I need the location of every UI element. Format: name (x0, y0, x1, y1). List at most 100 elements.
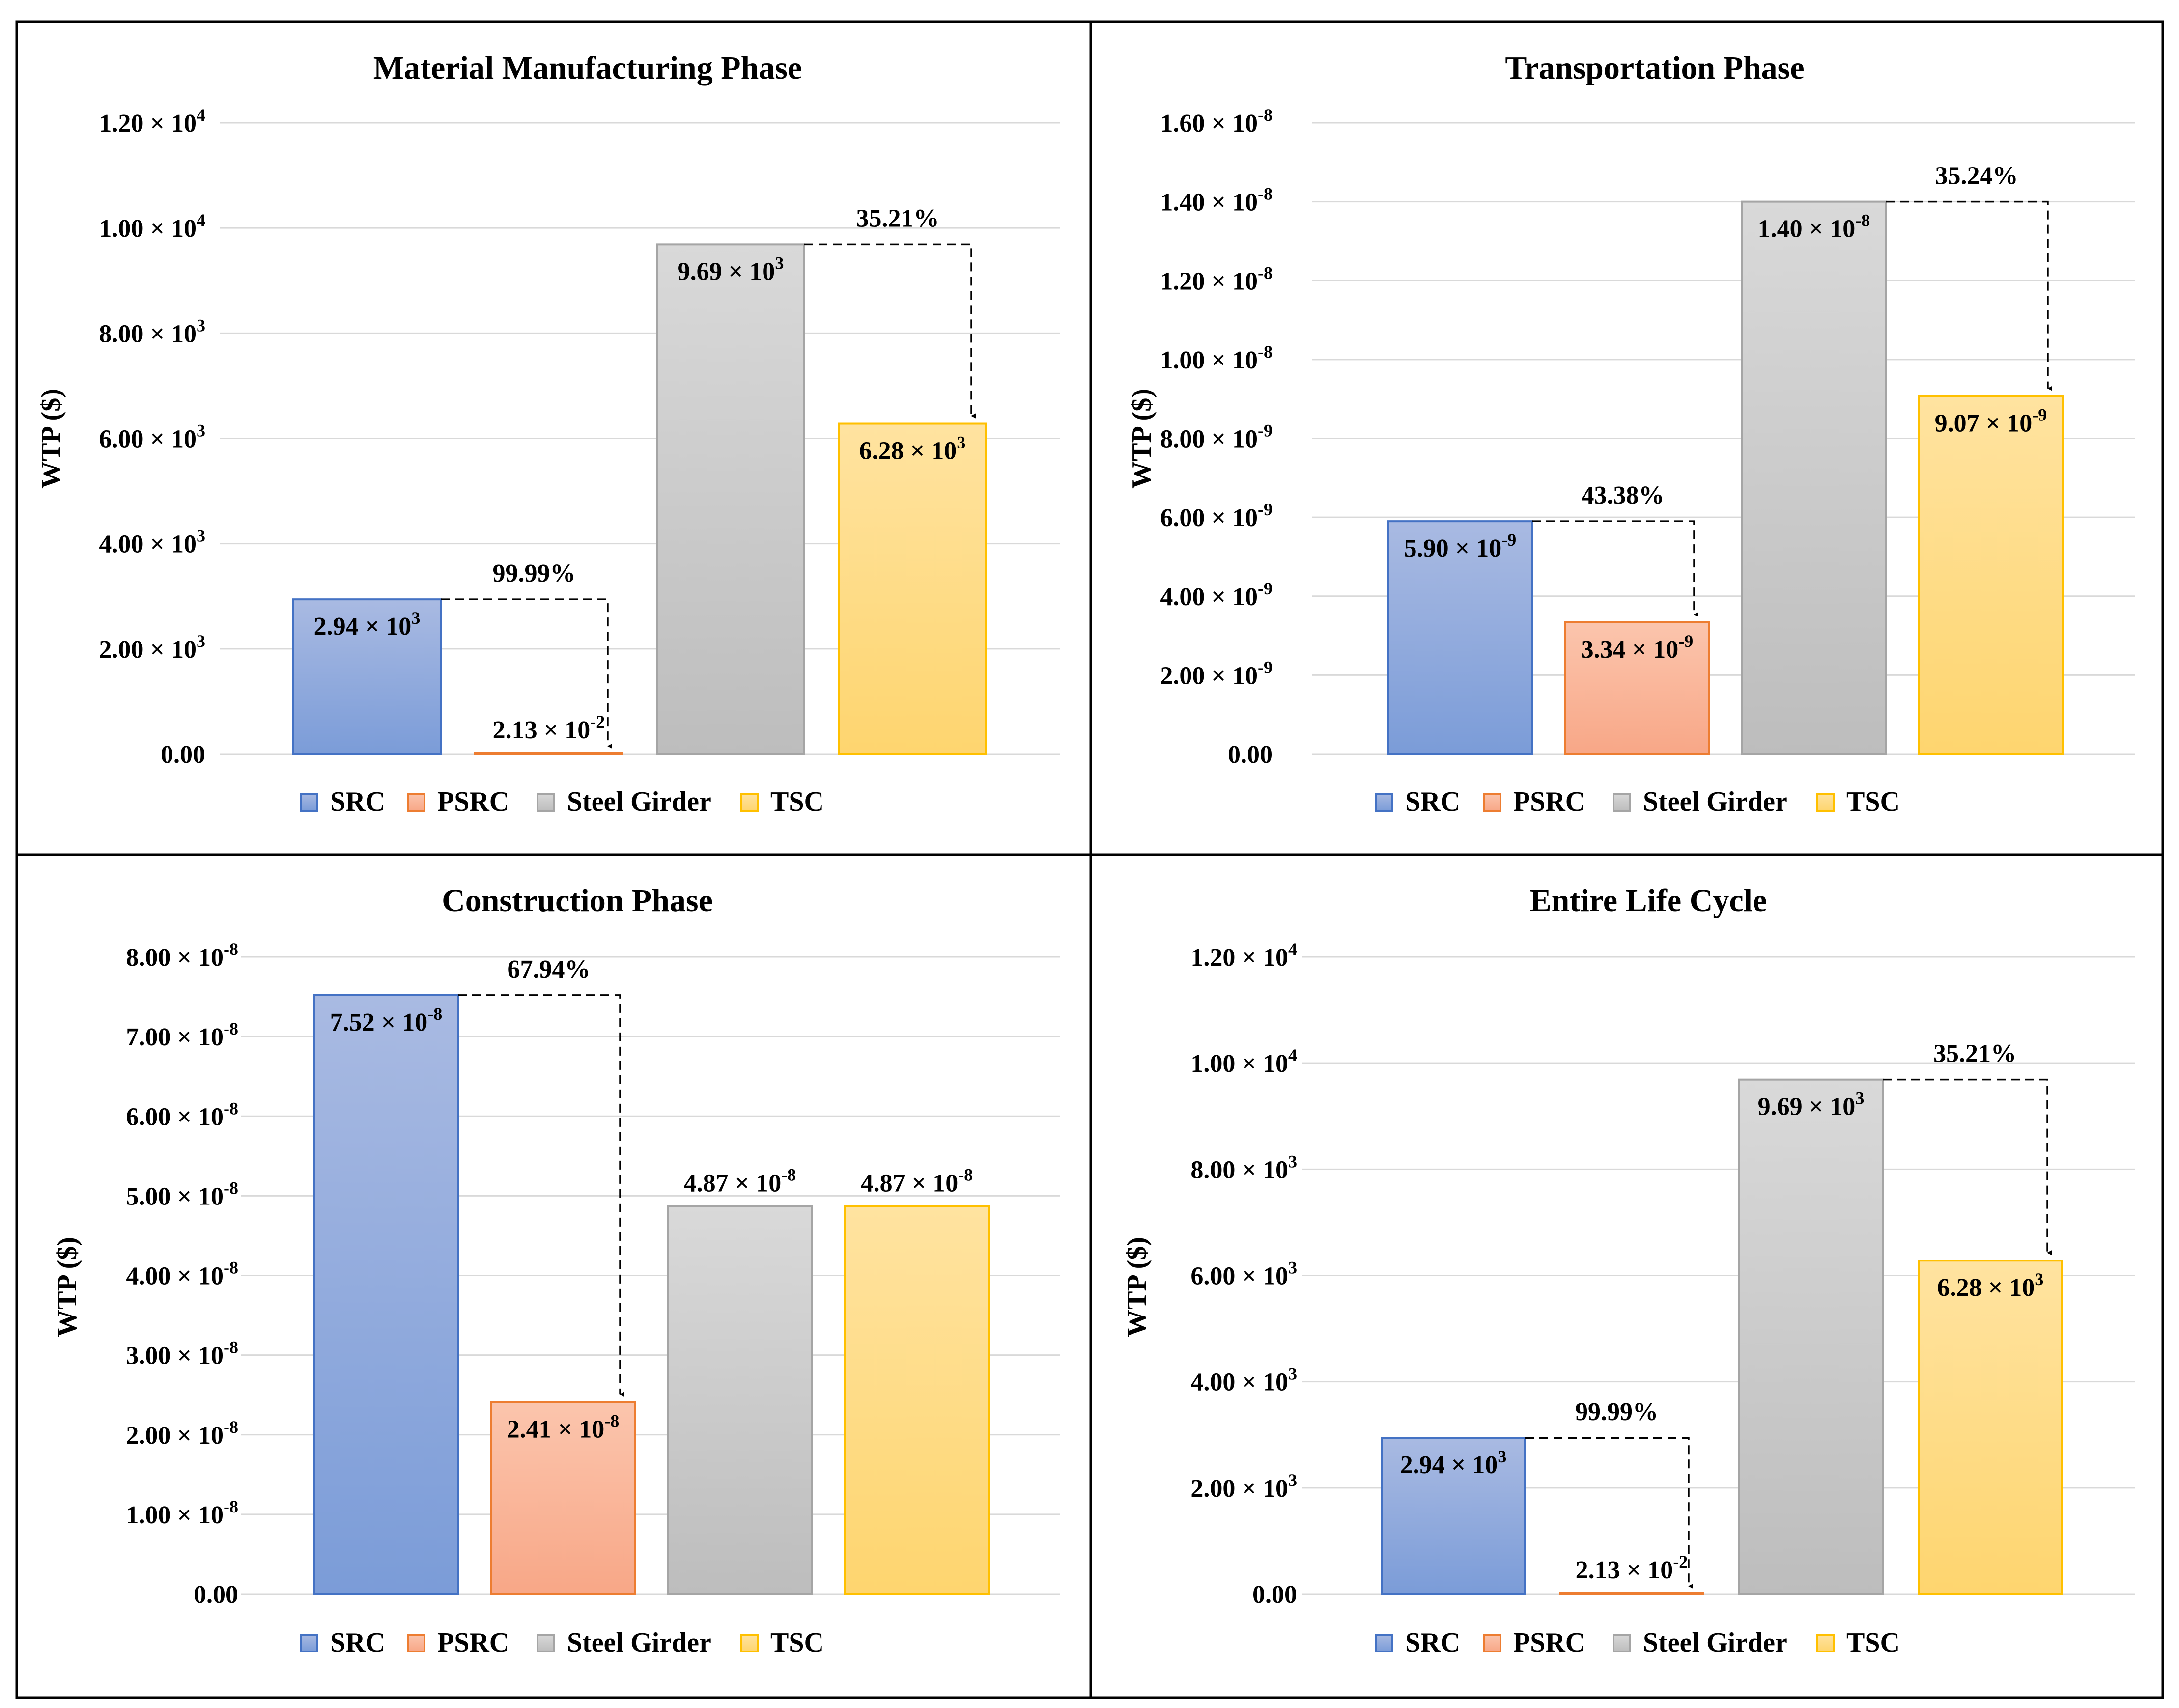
y-tick-label: 7.00 × 10-8 (126, 1019, 238, 1051)
legend-swatch (1613, 793, 1631, 812)
y-tick-label: 8.00 × 103 (99, 315, 205, 348)
legend-swatch (1816, 1634, 1835, 1652)
legend-swatch (1613, 1634, 1631, 1652)
bar-tsc (1918, 1260, 2063, 1595)
y-tick-label: 2.00 × 10-8 (126, 1417, 238, 1450)
legend: SRC PSRC Steel Girder TSC (300, 786, 824, 817)
y-tick-label: 8.00 × 10-9 (1160, 421, 1273, 453)
reduction-arrow (1886, 200, 2052, 391)
data-label: 9.69 × 103 (678, 253, 784, 285)
y-tick-label: 0.00 (194, 1581, 238, 1609)
legend-swatch (1375, 793, 1393, 812)
y-axis-label: WTP ($) (52, 1237, 83, 1337)
reduction-label: 67.94% (508, 955, 591, 983)
panel-frame (15, 20, 2164, 1699)
chart-title: Material Manufacturing Phase (373, 50, 802, 86)
legend: SRC PSRC Steel Girder TSC (1375, 786, 1900, 817)
y-tick-label: 1.20 × 10-8 (1160, 263, 1273, 295)
legend: SRC PSRC Steel Girder TSC (300, 1627, 824, 1658)
y-tick-label: 2.00 × 10-9 (1160, 657, 1273, 690)
y-tick-label: 6.00 × 10-8 (126, 1098, 238, 1131)
chart-panel-1: Material Manufacturing Phase 0.00 2.00 × 1… (36, 50, 1060, 817)
legend-entry: SRC (1405, 1627, 1460, 1658)
data-label: 7.52 × 10-8 (330, 1004, 443, 1036)
y-tick-label: 1.20 × 104 (99, 105, 205, 138)
y-tick-label: 3.00 × 10-8 (126, 1338, 238, 1370)
y-axis-label: WTP ($) (36, 389, 66, 489)
legend-entry: TSC (770, 786, 824, 817)
reduction-arrow (1532, 520, 1698, 617)
y-tick-label: 0.00 (1252, 1581, 1297, 1609)
y-tick-label: 8.00 × 10-8 (126, 939, 238, 972)
legend-entry: PSRC (437, 1627, 509, 1658)
data-label: 1.40 × 10-8 (1758, 211, 1870, 243)
bar-steel-girder (656, 243, 805, 755)
data-label: 3.34 × 10-9 (1581, 631, 1694, 664)
chart-panel-2: Transportation Phase 0.00 2.00 × 10-9 4.00 … (1127, 50, 2135, 817)
y-tick-label: 4.00 × 103 (99, 526, 205, 559)
legend: SRC PSRC Steel Girder TSC (1375, 1627, 1900, 1658)
y-tick-label: 1.60 × 10-8 (1160, 105, 1273, 138)
data-label: 2.94 × 103 (1400, 1447, 1507, 1479)
legend-swatch (1483, 1634, 1501, 1652)
y-tick-label: 4.00 × 103 (1190, 1364, 1297, 1397)
y-tick-label: 1.20 × 104 (1190, 939, 1297, 972)
bar-psrc (474, 752, 623, 755)
y-tick-label: 0.00 (1228, 741, 1273, 769)
legend-entry: TSC (1846, 1627, 1900, 1658)
y-tick-label: 0.00 (161, 741, 205, 769)
bar-psrc (1564, 621, 1710, 755)
y-tick-label: 1.00 × 10-8 (126, 1497, 238, 1529)
legend-swatch (1483, 793, 1501, 812)
chart-title: Construction Phase (442, 883, 713, 919)
y-tick-label: 1.00 × 104 (99, 210, 205, 243)
reduction-arrow (804, 243, 976, 419)
bar-tsc (844, 1205, 990, 1595)
bar-tsc (838, 422, 987, 755)
legend-swatch (300, 793, 318, 812)
bar-src (292, 598, 442, 756)
bar-src (1387, 520, 1533, 755)
legend-entry: PSRC (437, 786, 509, 817)
y-tick-label: 4.00 × 10-8 (126, 1258, 238, 1290)
legend-entry: PSRC (1513, 786, 1585, 817)
legend-entry: SRC (330, 786, 385, 817)
legend-swatch (537, 793, 555, 812)
bar-psrc (490, 1401, 636, 1596)
y-tick-label: 1.00 × 104 (1190, 1045, 1297, 1078)
reduction-arrow (458, 994, 624, 1397)
data-label: 2.94 × 103 (314, 608, 421, 641)
bar-steel-girder (1738, 1078, 1884, 1596)
legend-entry: TSC (1846, 786, 1900, 817)
reduction-arrow (441, 598, 612, 749)
reduction-arrow (1883, 1078, 2052, 1256)
chart-title: Transportation Phase (1505, 50, 1804, 86)
legend-swatch (407, 1634, 425, 1652)
y-tick-label: 6.00 × 103 (99, 421, 205, 453)
y-tick-label: 1.00 × 10-8 (1160, 342, 1273, 374)
legend-entry: Steel Girder (567, 1627, 711, 1658)
y-tick-label: 1.40 × 10-8 (1160, 184, 1273, 217)
y-tick-label: 6.00 × 103 (1190, 1258, 1297, 1290)
legend-entry: SRC (1405, 786, 1460, 817)
data-label: 6.28 × 103 (859, 433, 966, 465)
data-label: 4.87 × 10-8 (861, 1165, 973, 1197)
bar-src (313, 994, 459, 1595)
legend-swatch (300, 1634, 318, 1652)
legend-entry: Steel Girder (1643, 786, 1787, 817)
legend-entry: SRC (330, 1627, 385, 1658)
y-tick-label: 5.00 × 10-8 (126, 1178, 238, 1210)
reduction-arrow (1525, 1437, 1693, 1589)
bar-src (1381, 1437, 1526, 1596)
data-label: 6.28 × 103 (1937, 1269, 2044, 1302)
y-tick-label: 2.00 × 103 (1190, 1470, 1297, 1503)
y-axis-label: WTP ($) (1127, 389, 1157, 489)
bar-tsc (1918, 395, 2064, 755)
legend-entry: PSRC (1513, 1627, 1585, 1658)
reduction-label: 35.24% (1935, 162, 2018, 190)
reduction-label: 43.38% (1582, 481, 1665, 509)
legend-swatch (407, 793, 425, 812)
reduction-label: 35.21% (1933, 1040, 2016, 1068)
chart-panel-4: Entire Life Cycle 0.00 2.00 × 103 4.00 × 10… (1122, 883, 2135, 1658)
